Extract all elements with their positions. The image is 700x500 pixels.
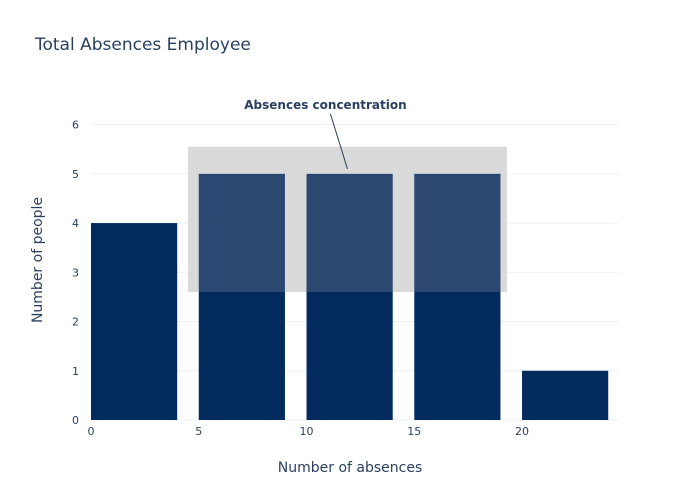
y-tick-label-4: 4 [72, 217, 79, 230]
annotation-label: Absences concentration [244, 98, 406, 112]
bar-0 [91, 223, 178, 420]
y-tick-label-5: 5 [72, 168, 79, 181]
x-tick-label-15: 15 [407, 425, 421, 438]
y-axis-title: Number of people [30, 197, 46, 323]
x-tick-label-5: 5 [195, 425, 202, 438]
x-tick-labels: 0 5 10 15 20 [88, 425, 530, 438]
bar-highlight-1 [198, 173, 285, 292]
y-tick-label-3: 3 [72, 266, 79, 279]
y-tick-labels: 0 1 2 3 4 5 6 [72, 119, 79, 427]
y-tick-label-0: 0 [72, 414, 79, 427]
chart-title: Total Absences Employee [34, 35, 251, 55]
x-tick-label-20: 20 [515, 425, 529, 438]
annotation-arrow [329, 113, 348, 170]
highlight-region [187, 146, 507, 292]
y-tick-label-6: 6 [72, 119, 79, 132]
bar-4 [522, 370, 609, 420]
x-tick-label-10: 10 [300, 425, 314, 438]
y-tick-label-2: 2 [72, 316, 79, 329]
annotation: Absences concentration [244, 98, 407, 170]
x-tick-label-0: 0 [88, 425, 95, 438]
bar-highlight-2 [306, 173, 393, 292]
bar-highlight-3 [414, 173, 501, 292]
x-axis-title: Number of absences [278, 460, 422, 476]
y-tick-label-1: 1 [72, 365, 79, 378]
